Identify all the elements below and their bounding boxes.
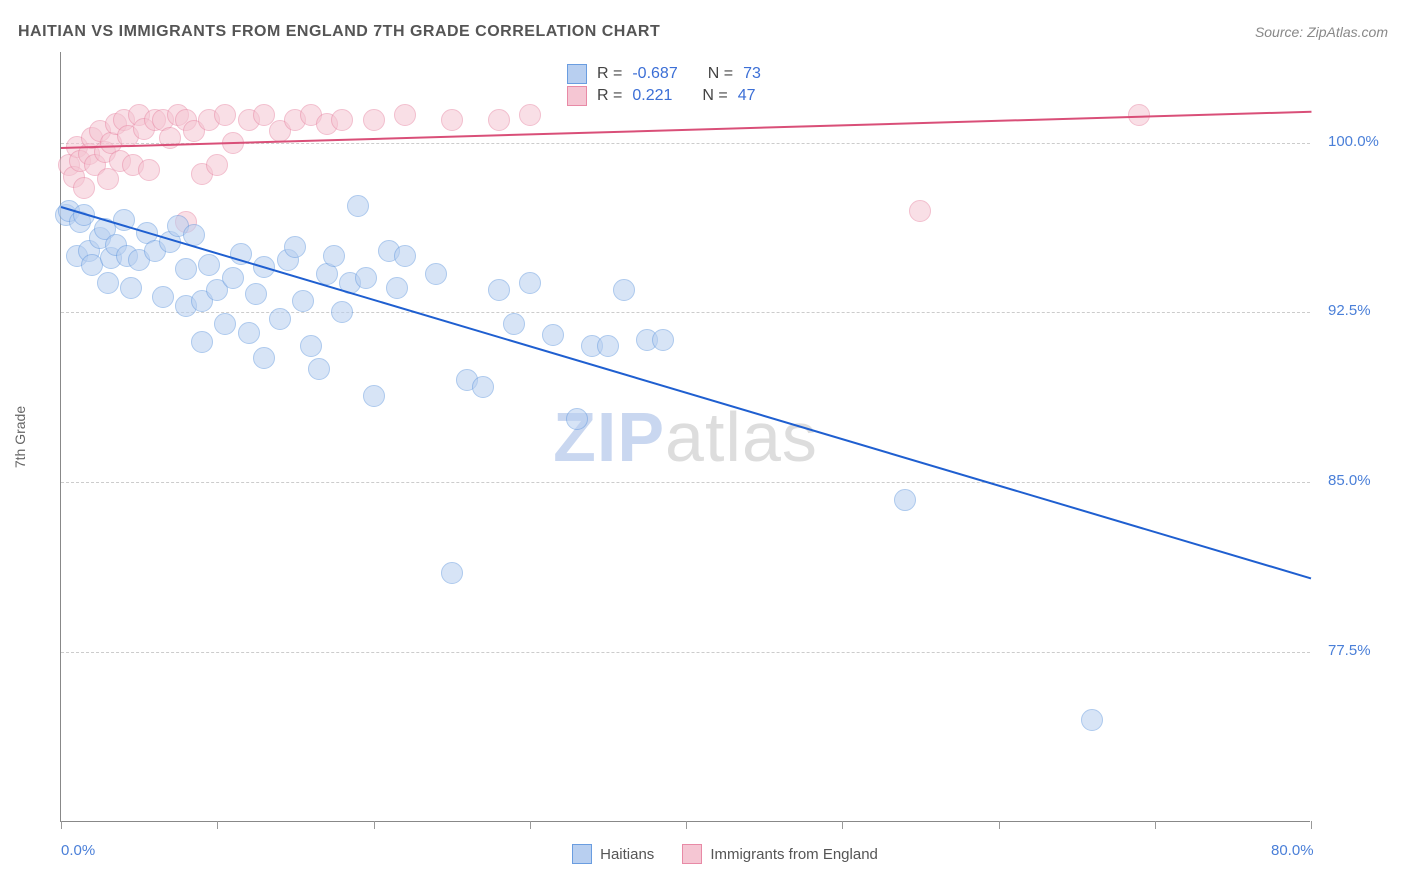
data-point-haitians [503, 313, 525, 335]
data-point-haitians [542, 324, 564, 346]
legend-label-england: Immigrants from England [710, 846, 878, 863]
stats-row-england: R = 0.221 N = 47 [567, 86, 761, 106]
data-point-haitians [566, 408, 588, 430]
legend-item-england: Immigrants from England [682, 844, 878, 864]
data-point-haitians [331, 301, 353, 323]
data-point-haitians [425, 263, 447, 285]
r-label: R = [597, 87, 622, 105]
gridline [61, 312, 1310, 313]
x-tick [999, 821, 1000, 829]
data-point-haitians [472, 376, 494, 398]
x-tick [1155, 821, 1156, 829]
data-point-haitians [222, 267, 244, 289]
data-point-haitians [300, 335, 322, 357]
data-point-england [138, 159, 160, 181]
swatch-haitians [567, 64, 587, 84]
legend-item-haitians: Haitians [572, 844, 654, 864]
data-point-haitians [488, 279, 510, 301]
x-tick [217, 821, 218, 829]
y-tick-label: 100.0% [1328, 133, 1379, 150]
legend-label-haitians: Haitians [600, 846, 654, 863]
x-tick [842, 821, 843, 829]
data-point-haitians [355, 267, 377, 289]
data-point-england [73, 177, 95, 199]
plot-area: ZIPatlas R = -0.687 N = 73 R = 0.221 N =… [60, 52, 1310, 822]
plot-wrapper: 7th Grade ZIPatlas R = -0.687 N = 73 R =… [60, 52, 1390, 822]
source-label: Source: ZipAtlas.com [1255, 24, 1388, 40]
data-point-haitians [613, 279, 635, 301]
data-point-haitians [198, 254, 220, 276]
bottom-legend: Haitians Immigrants from England [60, 844, 1390, 864]
legend-swatch-england [682, 844, 702, 864]
data-point-haitians [245, 283, 267, 305]
data-point-haitians [597, 335, 619, 357]
data-point-england [394, 104, 416, 126]
data-point-haitians [441, 562, 463, 584]
x-tick [374, 821, 375, 829]
data-point-haitians [894, 489, 916, 511]
n-label: N = [702, 87, 727, 105]
x-tick [1311, 821, 1312, 829]
r-label: R = [597, 65, 622, 83]
n-value-england: 47 [738, 87, 756, 105]
data-point-england [97, 168, 119, 190]
data-point-england [214, 104, 236, 126]
gridline [61, 482, 1310, 483]
gridline [61, 652, 1310, 653]
y-tick-label: 92.5% [1328, 302, 1371, 319]
x-tick [686, 821, 687, 829]
data-point-haitians [363, 385, 385, 407]
data-point-haitians [120, 277, 142, 299]
data-point-england [206, 154, 228, 176]
r-value-england: 0.221 [632, 87, 672, 105]
data-point-england [488, 109, 510, 131]
data-point-haitians [519, 272, 541, 294]
data-point-haitians [652, 329, 674, 351]
data-point-haitians [284, 236, 306, 258]
data-point-haitians [292, 290, 314, 312]
n-label: N = [708, 65, 733, 83]
n-value-haitians: 73 [743, 65, 761, 83]
chart-title: HAITIAN VS IMMIGRANTS FROM ENGLAND 7TH G… [18, 23, 660, 41]
data-point-haitians [394, 245, 416, 267]
data-point-haitians [238, 322, 260, 344]
data-point-haitians [308, 358, 330, 380]
y-tick-label: 77.5% [1328, 642, 1371, 659]
data-point-england [441, 109, 463, 131]
data-point-england [519, 104, 541, 126]
data-point-england [909, 200, 931, 222]
data-point-haitians [175, 258, 197, 280]
watermark: ZIPatlas [553, 397, 818, 477]
stats-row-haitians: R = -0.687 N = 73 [567, 64, 761, 84]
x-tick [530, 821, 531, 829]
data-point-haitians [253, 347, 275, 369]
data-point-haitians [214, 313, 236, 335]
title-bar: HAITIAN VS IMMIGRANTS FROM ENGLAND 7TH G… [18, 18, 1388, 46]
r-value-haitians: -0.687 [632, 65, 677, 83]
y-tick-label: 85.0% [1328, 472, 1371, 489]
data-point-haitians [323, 245, 345, 267]
swatch-england [567, 86, 587, 106]
data-point-haitians [347, 195, 369, 217]
x-tick [61, 821, 62, 829]
data-point-haitians [386, 277, 408, 299]
data-point-haitians [1081, 709, 1103, 731]
y-axis-label: 7th Grade [12, 406, 28, 468]
correlation-stats-box: R = -0.687 N = 73 R = 0.221 N = 47 [559, 58, 769, 112]
legend-swatch-haitians [572, 844, 592, 864]
data-point-haitians [97, 272, 119, 294]
trendline-haitians [61, 206, 1312, 579]
data-point-haitians [191, 331, 213, 353]
data-point-haitians [152, 286, 174, 308]
data-point-haitians [269, 308, 291, 330]
data-point-england [363, 109, 385, 131]
data-point-england [331, 109, 353, 131]
